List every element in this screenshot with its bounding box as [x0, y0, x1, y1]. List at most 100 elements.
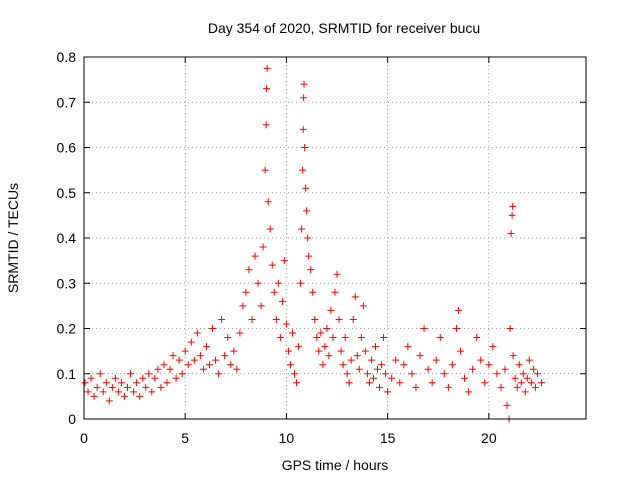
data-point	[448, 361, 456, 369]
data-point	[96, 370, 104, 378]
data-point	[212, 356, 220, 364]
data-point	[400, 361, 408, 369]
data-point	[206, 361, 213, 369]
data-point	[286, 361, 294, 369]
x-tick-label: 20	[481, 430, 497, 446]
data-point	[311, 315, 319, 323]
data-point	[124, 383, 132, 391]
x-axis-label: GPS time / hours	[282, 457, 389, 473]
y-tick-label: 0.1	[57, 366, 77, 382]
data-point	[339, 361, 347, 369]
data-point	[319, 361, 327, 369]
data-point	[288, 329, 296, 337]
data-point	[84, 388, 92, 396]
data-point	[276, 334, 284, 342]
data-point	[428, 379, 436, 387]
data-point	[347, 356, 355, 364]
data-point	[349, 315, 357, 323]
y-tick-label: 0.5	[57, 185, 77, 201]
data-point	[193, 329, 201, 337]
data-point	[517, 379, 525, 387]
data-point	[341, 334, 349, 342]
grid-lines	[84, 57, 586, 419]
data-point	[295, 343, 303, 351]
data-point	[440, 370, 448, 378]
y-tick-label: 0.2	[57, 321, 77, 337]
data-point	[284, 347, 292, 355]
data-point	[521, 388, 529, 396]
data-point	[304, 234, 312, 242]
data-point	[465, 388, 473, 396]
data-point	[133, 379, 141, 387]
data-point	[481, 379, 489, 387]
data-point	[537, 379, 545, 387]
y-tick-label: 0.3	[57, 275, 77, 291]
y-tick-label: 0.6	[57, 140, 77, 156]
data-point	[196, 352, 204, 360]
data-point	[254, 279, 262, 287]
data-point	[139, 374, 147, 382]
data-point	[305, 252, 313, 260]
data-point	[221, 352, 229, 360]
data-point	[263, 64, 271, 72]
data-point	[264, 198, 272, 206]
data-point	[337, 347, 345, 355]
data-point	[473, 334, 481, 342]
data-point	[291, 370, 299, 378]
data-point	[259, 243, 267, 251]
data-point	[432, 356, 440, 364]
data-point	[357, 334, 365, 342]
data-point	[454, 306, 462, 314]
data-point	[163, 379, 171, 387]
data-point	[90, 392, 98, 400]
data-point	[323, 325, 331, 332]
data-point	[298, 225, 306, 233]
data-point	[384, 388, 392, 396]
data-point	[293, 379, 301, 387]
plot-frame	[83, 56, 587, 420]
data-point	[248, 315, 256, 323]
y-tick-label: 0	[68, 411, 76, 427]
data-point	[313, 334, 321, 342]
data-point	[169, 352, 177, 360]
data-point	[509, 352, 517, 360]
data-point	[199, 365, 207, 373]
data-point	[114, 388, 122, 396]
data-point	[508, 211, 516, 219]
data-point	[424, 365, 432, 373]
data-point	[148, 388, 156, 396]
data-point	[242, 288, 250, 296]
y-tick-label: 0.4	[57, 230, 77, 246]
data-point	[452, 325, 460, 332]
data-point	[365, 379, 373, 387]
data-point	[215, 370, 223, 378]
x-tick-label: 10	[279, 430, 295, 446]
data-point	[329, 334, 337, 342]
data-point	[519, 370, 527, 378]
y-tick-label: 0.8	[57, 49, 77, 65]
data-point	[335, 315, 343, 323]
data-point	[302, 184, 310, 192]
data-point	[251, 252, 259, 260]
data-point	[202, 343, 210, 351]
data-point	[87, 374, 95, 382]
data-point	[457, 347, 464, 355]
data-point	[529, 365, 537, 373]
data-point	[282, 320, 290, 328]
data-point	[245, 266, 253, 274]
data-point	[416, 352, 424, 360]
data-point	[99, 388, 107, 396]
data-point	[190, 356, 198, 364]
data-point	[280, 257, 288, 265]
data-point	[327, 306, 335, 314]
data-point	[527, 379, 535, 387]
data-point	[469, 365, 477, 373]
data-point	[461, 374, 469, 382]
data-point	[136, 392, 144, 400]
data-point	[382, 370, 390, 378]
data-point	[489, 343, 497, 351]
data-point	[363, 370, 371, 378]
data-point	[145, 370, 153, 378]
data-point	[388, 374, 396, 382]
data-point	[209, 325, 217, 332]
